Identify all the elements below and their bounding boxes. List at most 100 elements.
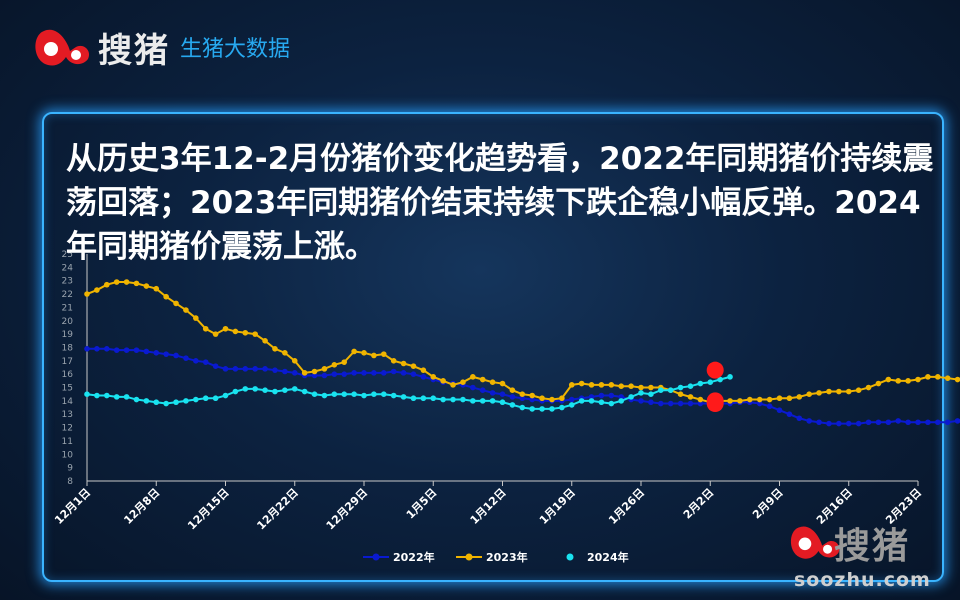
series-0-point — [786, 411, 793, 418]
series-2-point — [202, 395, 209, 402]
series-1-point — [628, 383, 634, 389]
series-0-point — [598, 392, 605, 399]
series-2-point — [440, 396, 446, 403]
legend-label: 2024年 — [587, 550, 629, 564]
y-tick-label: 18 — [62, 343, 74, 353]
y-tick-label: 24 — [62, 263, 74, 273]
series-0-point — [222, 366, 229, 372]
series-1-point — [291, 358, 298, 364]
legend-label: 2022年 — [393, 550, 435, 564]
y-tick-label: 8 — [67, 477, 73, 487]
series-0-point — [806, 418, 812, 424]
y-tick-label: 11 — [62, 437, 73, 447]
series-1-point — [450, 382, 456, 388]
highlight-marker — [706, 361, 724, 379]
series-0-point — [252, 366, 258, 372]
series-0-point — [272, 367, 278, 373]
series-2-point — [470, 398, 476, 404]
series-0-point — [489, 390, 496, 396]
y-tick-label: 22 — [62, 290, 73, 300]
series-1-point — [598, 382, 605, 388]
series-1-point — [905, 378, 911, 384]
series-1-point — [212, 331, 219, 337]
y-tick-label: 21 — [62, 303, 73, 313]
series-2-point — [113, 394, 120, 400]
pig-logo-icon — [35, 29, 90, 66]
series-1-point — [816, 390, 822, 396]
series-1-point — [430, 374, 437, 380]
watermark-url: soozhu.com — [794, 569, 931, 591]
series-1-point — [539, 395, 545, 402]
series-0-point — [470, 384, 476, 391]
series-0-point — [697, 400, 704, 407]
series-2-point — [84, 391, 90, 398]
series-1-point — [143, 283, 150, 289]
series-0-point — [242, 366, 249, 372]
legend-marker — [465, 553, 473, 561]
y-tick-label: 16 — [62, 370, 74, 380]
series-0-point — [143, 348, 150, 355]
series-0-point — [756, 400, 763, 407]
y-tick-label: 12 — [62, 424, 73, 434]
series-0-point — [410, 371, 417, 377]
legend-marker — [566, 553, 574, 561]
series-0-point — [875, 419, 882, 426]
series-2-point — [628, 394, 634, 400]
series-0-point — [499, 391, 506, 398]
series-0-point — [657, 400, 664, 407]
series-1-point — [499, 380, 506, 387]
series-1-point — [380, 351, 387, 357]
series-1-point — [470, 374, 476, 380]
series-1-point — [163, 293, 169, 300]
y-tick-label: 13 — [62, 410, 73, 420]
series-2-point — [272, 388, 278, 395]
series-0-point — [361, 370, 367, 376]
series-2-point — [341, 391, 348, 398]
series-0-point — [282, 368, 288, 375]
y-tick-label: 10 — [62, 450, 74, 460]
series-1-point — [549, 396, 555, 403]
series-0-point — [529, 396, 535, 403]
series-0-point — [94, 346, 100, 352]
x-tick-label: 12月29日 — [324, 486, 370, 532]
series-0-point — [321, 372, 328, 379]
brand-name: 搜猪 — [98, 30, 170, 71]
series-0-point — [568, 396, 575, 403]
series-1-point — [351, 348, 357, 355]
series-2-point — [727, 374, 733, 380]
series-1-point — [826, 388, 832, 395]
series-1-point — [776, 395, 783, 402]
series-0-point — [865, 419, 872, 426]
series-0-point — [341, 371, 348, 377]
series-2-point — [568, 402, 575, 408]
y-tick-label: 25 — [62, 250, 73, 260]
series-1-point — [885, 376, 892, 383]
y-tick-label: 20 — [62, 317, 74, 327]
series-1-point — [845, 388, 852, 395]
series-1-point — [766, 396, 773, 403]
series-0-point — [836, 420, 842, 427]
series-2-point — [677, 384, 684, 391]
series-2-point — [222, 392, 229, 399]
series-1-point — [697, 396, 704, 403]
series-0-point — [925, 419, 931, 426]
series-1-point — [400, 360, 407, 367]
series-1-point — [806, 391, 812, 398]
series-0-point — [103, 346, 110, 352]
series-1-point — [410, 363, 417, 369]
series-2-point — [400, 394, 407, 400]
series-1-point — [677, 391, 684, 398]
series-1-point — [915, 376, 921, 383]
brand-logo: 搜猪 生猪大数据 — [30, 22, 290, 72]
series-1-point — [875, 380, 882, 387]
series-1-point — [311, 368, 318, 375]
series-1-point — [133, 280, 140, 287]
highlight-marker — [706, 395, 724, 413]
series-1-point — [934, 374, 941, 380]
series-2-point — [242, 386, 249, 392]
series-2-point — [410, 395, 417, 402]
series-1-point — [252, 331, 258, 337]
series-1-point — [588, 382, 595, 388]
series-0-point — [123, 347, 130, 353]
series-0-point — [291, 370, 298, 376]
